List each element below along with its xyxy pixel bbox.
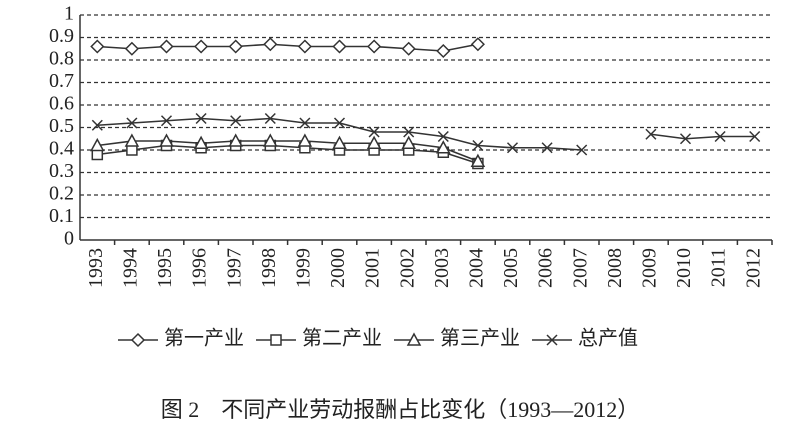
x-tick-label: 1996: [189, 248, 211, 288]
point: [193, 135, 209, 149]
legend-marker: [406, 332, 422, 346]
x-tick-label: 1995: [154, 248, 176, 288]
series-line: [97, 43, 479, 52]
y-tick-label: 0.3: [49, 160, 74, 182]
x-tick-label: 1997: [223, 248, 245, 288]
chart-title: 图 2 不同产业劳动报酬占比变化（1993—2012）: [161, 397, 640, 422]
point: [195, 112, 207, 125]
x-tick-label: 2005: [500, 248, 522, 288]
x-tick-label: 1998: [258, 248, 280, 288]
point: [230, 115, 242, 127]
x-tick-label: 2008: [604, 248, 626, 288]
x-tick-label: 2002: [396, 248, 418, 288]
x-tick-label: 2000: [327, 248, 349, 288]
point: [160, 115, 173, 127]
legend-label: 总产值: [578, 327, 638, 350]
point: [332, 135, 347, 149]
y-tick-label: 0.5: [49, 115, 74, 137]
point: [91, 119, 103, 131]
point: [576, 144, 588, 156]
y-tick-label: 0.9: [49, 25, 74, 47]
point: [263, 37, 278, 52]
y-tick-label: 0.8: [49, 48, 74, 70]
y-tick-label: 0.1: [49, 205, 74, 227]
x-tick-label: 2001: [362, 248, 384, 288]
legend-label: 第一产业: [164, 327, 244, 350]
legend-label: 第三产业: [440, 327, 520, 350]
y-tick-label: 0.7: [49, 70, 74, 92]
y-tick-label: 1: [64, 3, 74, 25]
point: [403, 126, 415, 138]
legend-marker: [130, 332, 146, 348]
point: [645, 128, 657, 140]
point: [436, 140, 451, 154]
point: [401, 41, 416, 56]
legend-label: 第二产业: [302, 327, 382, 350]
point: [401, 135, 416, 149]
x-tick-label: 2010: [673, 248, 695, 288]
point: [368, 126, 380, 138]
legend-marker: [546, 334, 558, 346]
point: [126, 117, 138, 129]
point: [297, 39, 312, 54]
point: [472, 139, 484, 152]
x-tick-label: 2004: [465, 248, 487, 288]
point: [124, 133, 140, 147]
point: [159, 133, 174, 147]
point: [366, 135, 382, 149]
point: [437, 130, 449, 143]
series-line: [97, 140, 479, 162]
point: [506, 142, 519, 154]
x-tick-label: 1999: [292, 248, 314, 288]
y-tick-label: 0.6: [49, 93, 74, 115]
legend-marker: [270, 334, 282, 346]
point: [159, 39, 174, 54]
point: [470, 37, 485, 52]
series-line: [97, 144, 479, 165]
x-tick-label: 1994: [119, 248, 141, 288]
point: [299, 117, 311, 129]
point: [263, 133, 278, 147]
point: [264, 112, 276, 125]
y-tick-label: 0: [64, 228, 74, 250]
x-tick-label: 2009: [638, 248, 660, 288]
point: [228, 133, 243, 147]
point: [194, 39, 209, 54]
x-tick-label: 2003: [431, 248, 453, 288]
point: [228, 39, 243, 54]
x-tick-label: 2007: [569, 248, 591, 288]
point: [436, 43, 451, 59]
point: [297, 133, 313, 147]
y-tick-label: 0.4: [49, 138, 74, 160]
point: [367, 39, 382, 54]
point: [470, 153, 486, 167]
x-tick-label: 1993: [85, 248, 107, 288]
point: [714, 130, 726, 143]
point: [333, 117, 346, 129]
point: [749, 130, 761, 143]
point: [90, 39, 105, 54]
x-tick-label: 2012: [742, 248, 764, 288]
x-tick-label: 2006: [535, 248, 557, 288]
point: [124, 41, 139, 56]
y-tick-label: 0.2: [49, 183, 74, 205]
point: [332, 39, 347, 54]
point: [90, 137, 105, 152]
point: [541, 142, 553, 154]
x-tick-label: 2011: [708, 248, 730, 287]
point: [679, 133, 692, 145]
